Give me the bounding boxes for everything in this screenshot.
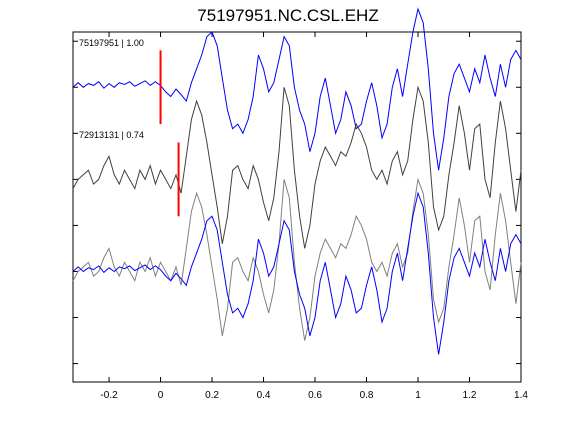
overlay-line-gray	[72, 177, 522, 341]
x-tick-label: 0.6	[308, 390, 322, 401]
trace-label-0: 75197951 | 1.00	[79, 38, 144, 48]
x-tick-label: 1.2	[463, 390, 477, 401]
x-tick-label: -0.2	[100, 390, 118, 401]
trace-label-1: 72913131 | 0.74	[79, 130, 144, 140]
trace-line-1	[72, 85, 522, 249]
x-tick-label: 0.8	[360, 390, 374, 401]
chart-title: 75197951.NC.CSL.EHZ	[197, 6, 379, 25]
x-tick-label: 0	[158, 390, 164, 401]
overlay-line-blue	[72, 191, 522, 355]
trace-line-0	[72, 7, 522, 171]
x-tick-label: 1.4	[514, 390, 528, 401]
x-tick-label: 0.2	[205, 390, 219, 401]
x-tick-label: 1	[415, 390, 421, 401]
plot-frame	[72, 31, 522, 383]
x-tick-label: 0.4	[257, 390, 271, 401]
